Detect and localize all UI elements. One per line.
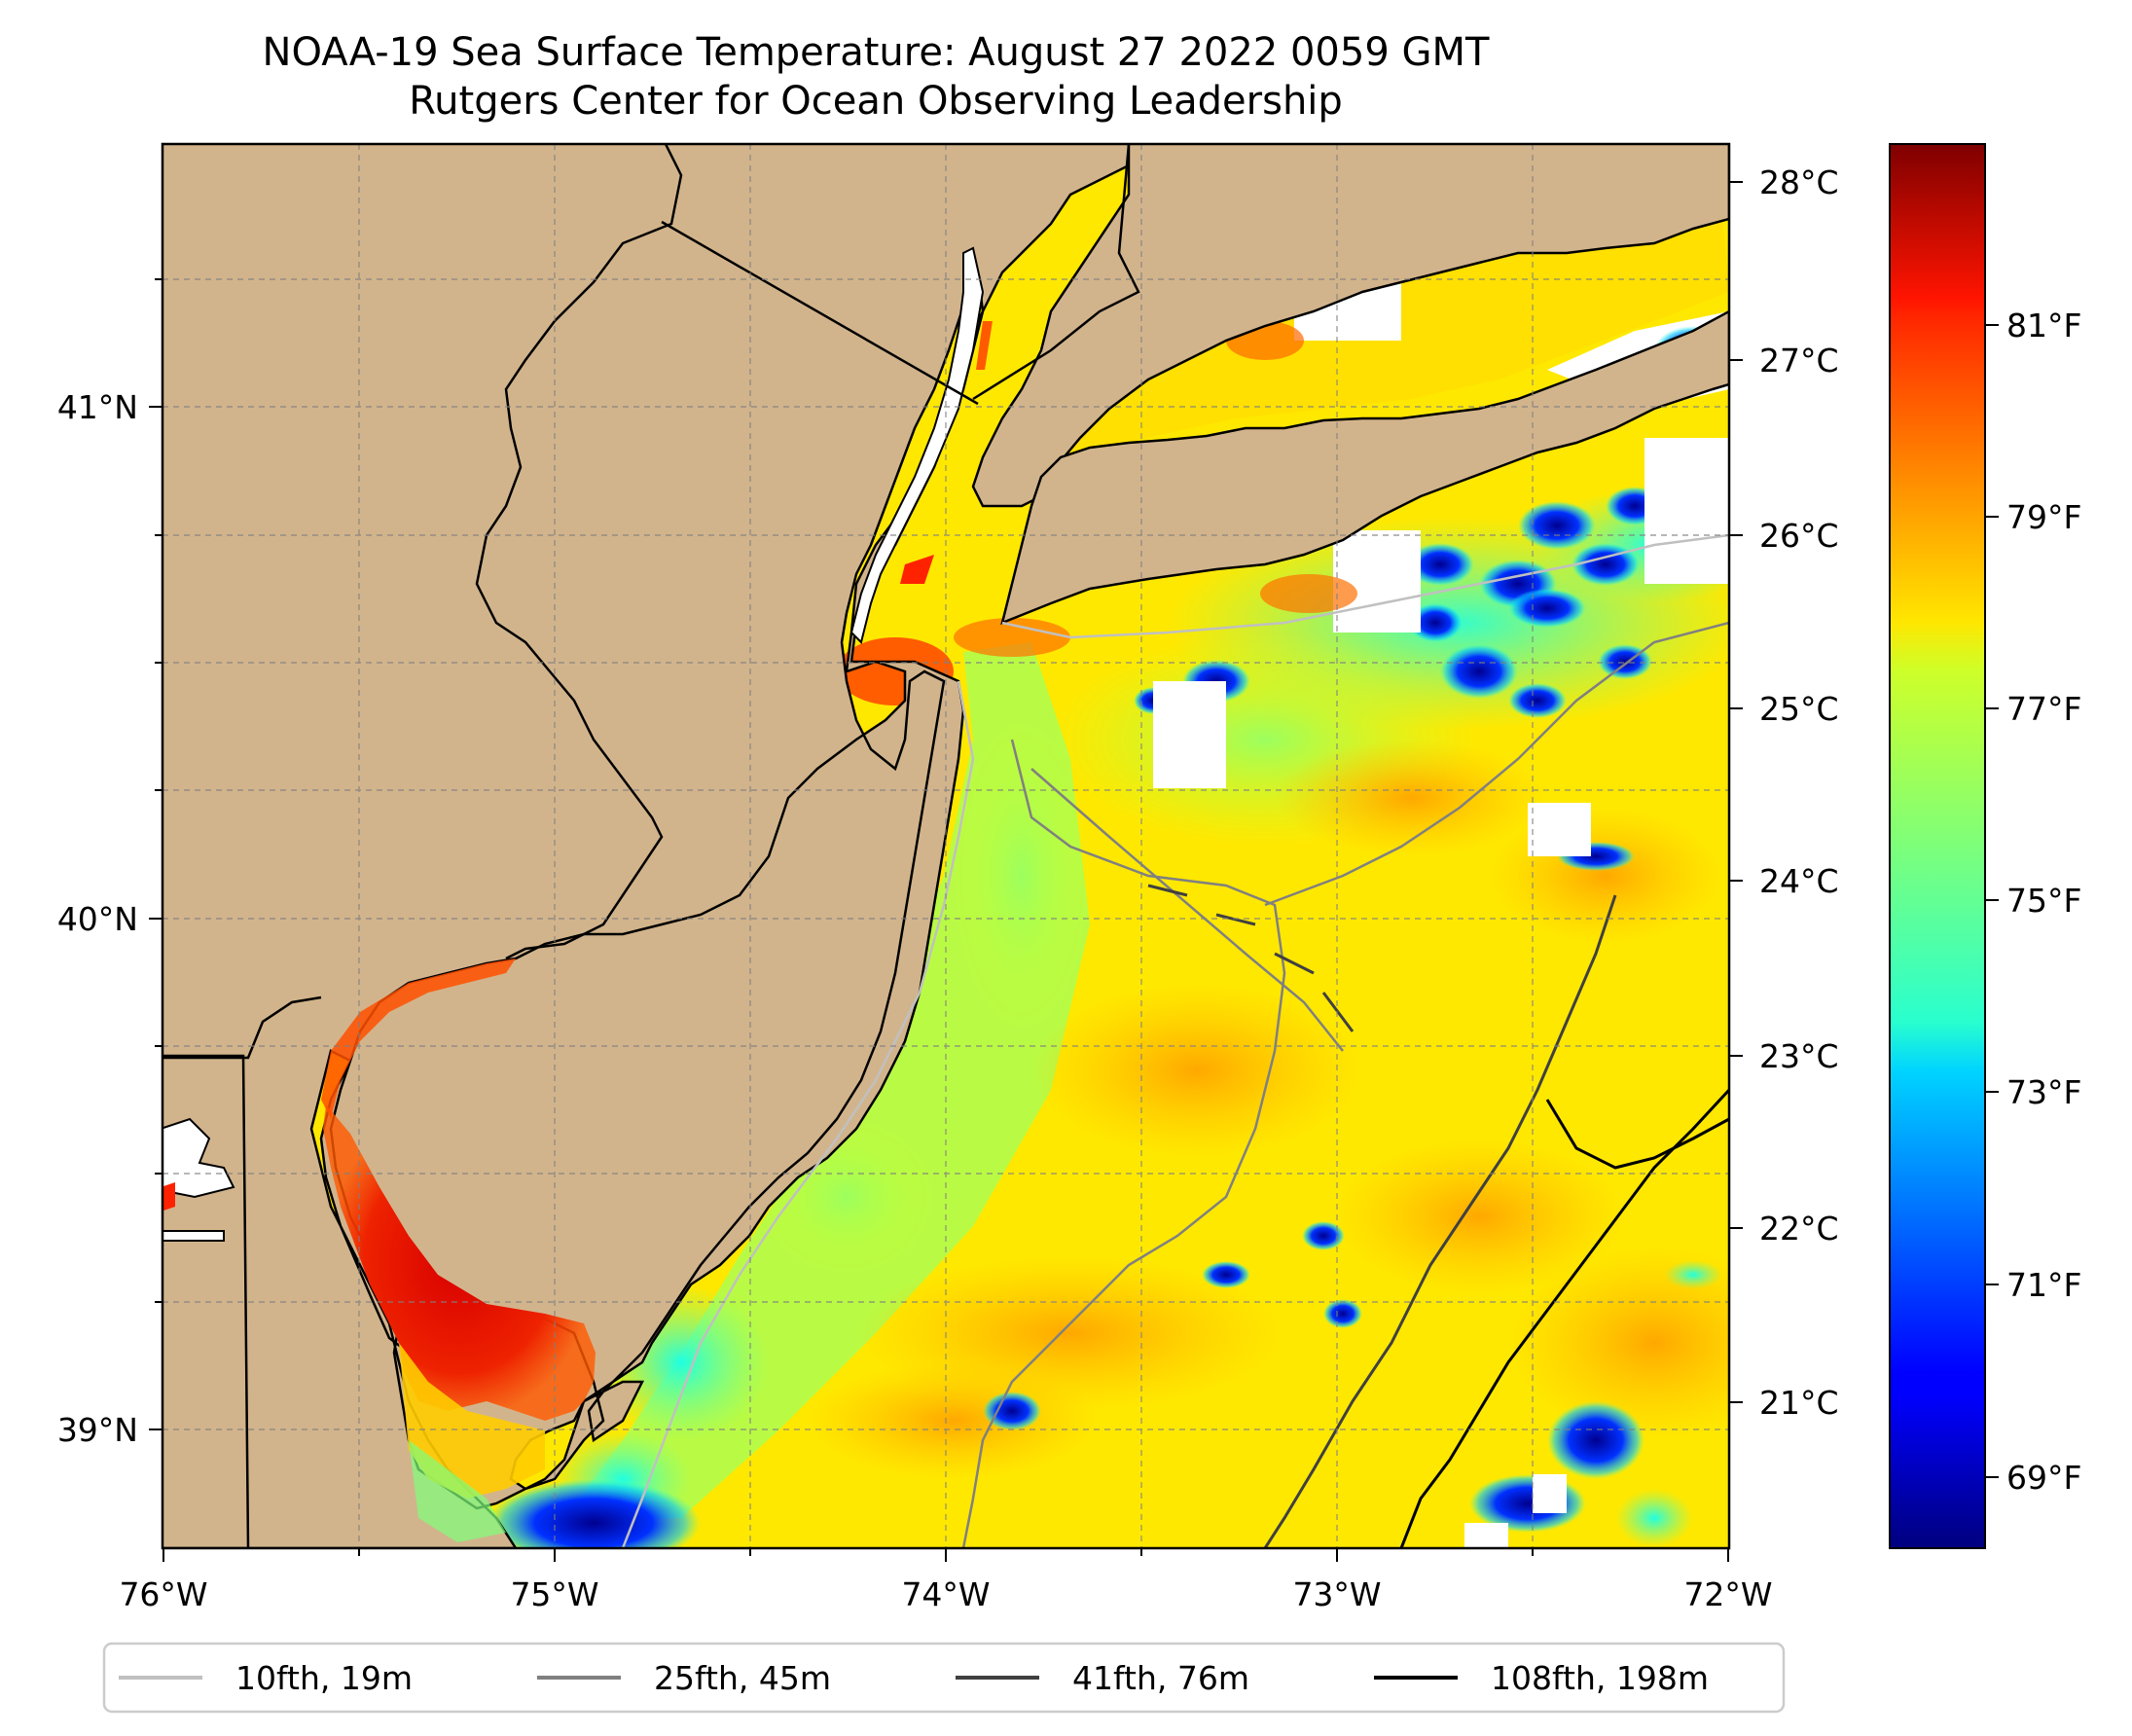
cold-spot — [983, 1392, 1041, 1430]
river-sst — [976, 321, 993, 370]
river-sst — [900, 555, 934, 584]
fahrenheit-tick-label: 69°F — [2006, 1459, 2081, 1497]
contour-25fth — [1030, 768, 1344, 1052]
missing-data — [1333, 530, 1421, 633]
sst-blob — [1333, 1139, 1625, 1294]
cold-spot — [1440, 644, 1518, 699]
chart-title: NOAA-19 Sea Surface Temperature: August … — [262, 30, 1490, 75]
river-sst — [163, 1182, 175, 1212]
delaware-bay-sst — [323, 1104, 596, 1421]
celsius-tick-label: 23°C — [1759, 1037, 1839, 1075]
contour-25fth — [961, 739, 1286, 1548]
delaware-bay-sst — [399, 1343, 545, 1499]
legend-label: 108fth, 198m — [1491, 1659, 1709, 1697]
cold-spot — [1508, 589, 1586, 628]
fahrenheit-tick-label: 79°F — [2006, 498, 2081, 536]
colorbar-ticks — [1985, 324, 1999, 1478]
cold-spot — [1508, 683, 1567, 718]
contour-10fth — [1001, 533, 1729, 639]
sst-blob — [1508, 1246, 1729, 1440]
x-tick-label: 73°W — [1292, 1575, 1381, 1613]
warm-spot — [954, 618, 1070, 657]
gridlines — [163, 144, 1729, 1548]
sst-blob — [1031, 983, 1362, 1158]
bathymetry-contours — [621, 533, 1729, 1548]
warm-spot — [1260, 574, 1357, 613]
cold-spot — [1406, 543, 1474, 586]
celsius-tick-label: 24°C — [1759, 862, 1839, 900]
chart-subtitle: Rutgers Center for Ocean Observing Leade… — [409, 79, 1343, 124]
missing-data — [1528, 803, 1591, 856]
contour-41fth — [1147, 884, 1355, 1032]
state-boundaries — [163, 144, 1140, 1060]
x-tick-label: 72°W — [1683, 1575, 1772, 1613]
colorbar — [1889, 143, 1986, 1549]
sst-blob — [1275, 740, 1547, 856]
river-sst — [321, 958, 516, 1119]
sst-blob — [954, 720, 1090, 1031]
sst-blob — [1664, 1260, 1722, 1289]
contour-41fth — [1263, 894, 1617, 1548]
contour-108fth — [1399, 1088, 1729, 1548]
fahrenheit-tick-label: 81°F — [2006, 307, 2081, 344]
legend-label: 10fth, 19m — [235, 1659, 413, 1697]
y-tick-label: 39°N — [57, 1411, 138, 1449]
contour-10fth — [621, 680, 975, 1548]
fahrenheit-tick-label: 75°F — [2006, 882, 2081, 920]
sst-blob — [808, 1362, 1100, 1479]
contour-25fth — [1264, 621, 1729, 907]
cold-spot — [1202, 1261, 1250, 1288]
missing-data — [1644, 438, 1729, 584]
celsius-tick-label: 21°C — [1759, 1384, 1839, 1422]
cold-spot — [1323, 1299, 1362, 1328]
cold-spot — [487, 1479, 701, 1548]
missing-data — [1464, 1523, 1508, 1548]
celsius-tick-label: 26°C — [1759, 517, 1839, 555]
x-tick-label: 76°W — [119, 1575, 207, 1613]
cold-spot — [1302, 1221, 1345, 1250]
delaware-bay-sst — [409, 1440, 506, 1542]
hudson-river — [849, 246, 985, 644]
map-area — [163, 144, 1729, 1548]
chesapeake-inlet — [163, 1230, 225, 1242]
contour-108fth — [1545, 1099, 1729, 1170]
cold-spot — [1572, 543, 1640, 586]
cold-spot — [1547, 1401, 1644, 1479]
x-tick-label: 74°W — [901, 1575, 990, 1613]
celsius-tick-label: 22°C — [1759, 1210, 1839, 1248]
x-tick-label: 75°W — [510, 1575, 598, 1613]
fahrenheit-tick-label: 71°F — [2006, 1266, 2081, 1304]
y-tick-label: 41°N — [57, 388, 138, 426]
fahrenheit-tick-label: 73°F — [2006, 1073, 2081, 1111]
cold-spot — [1408, 603, 1463, 642]
fahrenheit-tick-label: 77°F — [2006, 690, 2081, 728]
celsius-tick-label: 27°C — [1759, 342, 1839, 380]
legend-label: 25fth, 45m — [654, 1659, 831, 1697]
axis-ticks — [149, 181, 1743, 1562]
y-tick-label: 40°N — [57, 900, 138, 938]
missing-data — [1533, 1474, 1567, 1513]
cold-spot — [1518, 501, 1596, 550]
celsius-tick-label: 25°C — [1759, 690, 1839, 728]
celsius-tick-label: 28°C — [1759, 163, 1839, 201]
legend-label: 41fth, 76m — [1072, 1659, 1249, 1697]
legend: 10fth, 19m 25fth, 45m 41fth, 76m 108fth,… — [102, 1642, 1786, 1714]
land-north — [971, 144, 1729, 508]
missing-data — [1153, 681, 1226, 788]
legend-box — [102, 1642, 1786, 1714]
sst-blob — [1615, 1489, 1693, 1547]
